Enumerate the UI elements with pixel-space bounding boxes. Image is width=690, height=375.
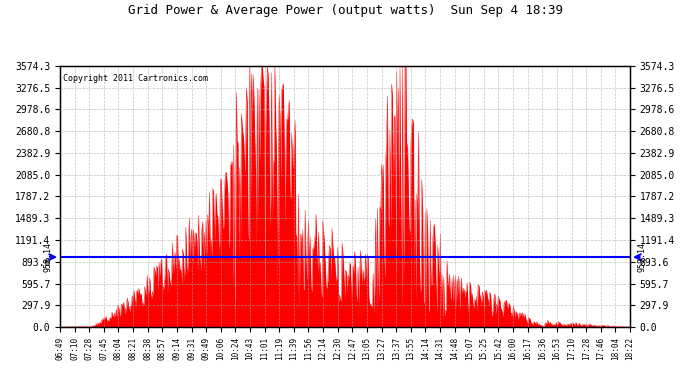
Text: Grid Power & Average Power (output watts)  Sun Sep 4 18:39: Grid Power & Average Power (output watts… (128, 4, 562, 17)
Text: 958.14: 958.14 (638, 242, 647, 272)
Text: Copyright 2011 Cartronics.com: Copyright 2011 Cartronics.com (63, 74, 208, 82)
Text: 958.14: 958.14 (43, 242, 52, 272)
